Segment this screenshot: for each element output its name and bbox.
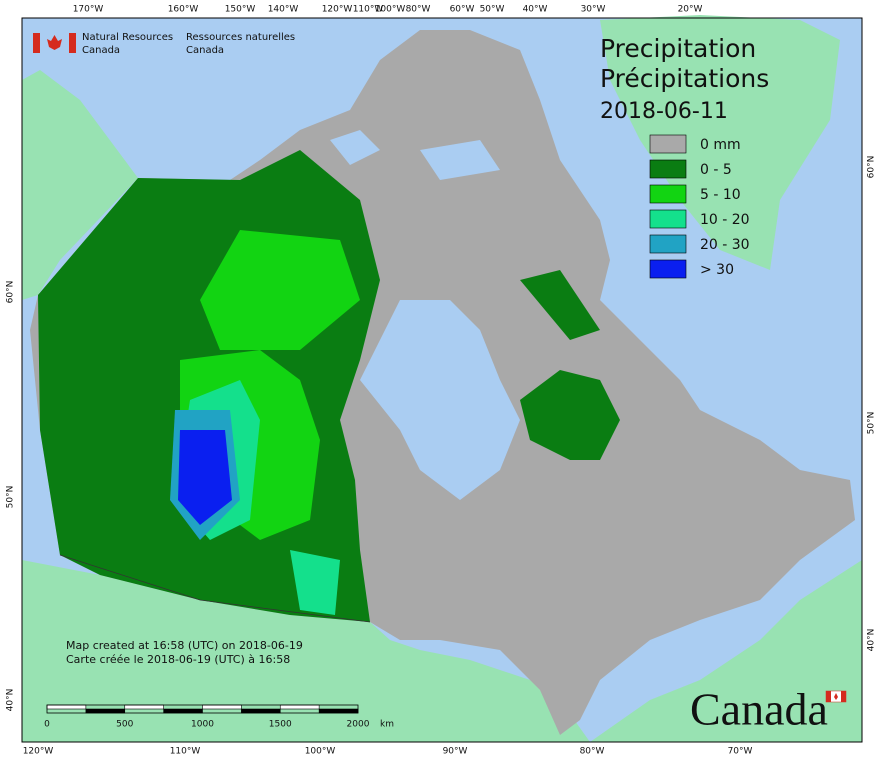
- legend-label: > 30: [700, 262, 734, 278]
- border: [59, 554, 371, 623]
- wordmark: Canada: [690, 684, 828, 735]
- channel: [330, 130, 380, 165]
- longitude-label: 90°W: [443, 747, 468, 757]
- scale-bar: 0 500 1000 1500 2000 km: [44, 704, 394, 730]
- wordmark-flag: [834, 693, 838, 700]
- longitude-label: 30°W: [581, 5, 606, 15]
- scale-outline: [46, 704, 359, 714]
- latitude-label: 50°N: [6, 486, 16, 509]
- legend-swatch: [649, 209, 687, 229]
- scale-label: 1500: [269, 720, 292, 730]
- longitude-label: 40°W: [523, 5, 548, 15]
- precip-zone: [200, 230, 360, 350]
- alaska: [22, 70, 138, 300]
- legend-swatch: [649, 159, 687, 179]
- header-text: Canada: [82, 45, 120, 56]
- frame: [21, 17, 863, 743]
- scale-label: 2000: [347, 720, 370, 730]
- maple-leaf: [47, 35, 62, 50]
- longitude-label: 100°W: [305, 747, 336, 757]
- longitude-label: 150°W: [225, 5, 256, 15]
- longitude-label: 140°W: [268, 5, 299, 15]
- latitude-label: 50°N: [867, 412, 877, 435]
- footer-note: Map created at 16:58 (UTC) on 2018-06-19: [66, 639, 303, 652]
- scale-segment: [279, 704, 320, 710]
- longitude-label: 120°W: [322, 5, 353, 15]
- channel: [420, 140, 500, 180]
- scale-segment: [202, 704, 242, 710]
- longitude-label: 100°W: [375, 5, 406, 15]
- longitude-label: 110°W: [353, 5, 384, 15]
- longitude-label: 80°W: [406, 5, 431, 15]
- header: Natural Resources Canada Ressources natu…: [33, 32, 295, 56]
- longitude-label: 170°W: [73, 5, 104, 15]
- header-text: Canada: [186, 45, 224, 56]
- title: Precipitation: [600, 34, 756, 63]
- legend-swatch: [649, 184, 687, 204]
- precip-zone: [520, 370, 620, 460]
- longitude-label: 20°W: [678, 5, 703, 15]
- longitude-label: 50°W: [480, 5, 505, 15]
- latitude-label: 60°N: [6, 281, 16, 304]
- scale-unit: km: [380, 720, 394, 730]
- legend-label: 5 - 10: [700, 187, 741, 203]
- scale-segment: [124, 704, 164, 710]
- flag-bar: [33, 33, 40, 53]
- header-text: Natural Resources: [82, 32, 173, 43]
- usa-east: [590, 560, 862, 742]
- latitude-label: 40°N: [6, 689, 16, 712]
- legend-label: 0 - 5: [700, 162, 732, 178]
- map-frame: [21, 15, 863, 743]
- scale-segment: [85, 708, 126, 714]
- scale-segment: [318, 708, 359, 714]
- greenland: [600, 15, 840, 270]
- header-text: Ressources naturelles: [186, 32, 295, 43]
- latitude-label: 40°N: [867, 629, 877, 652]
- legend-label: 10 - 20: [700, 212, 750, 228]
- longitude-label: 60°W: [450, 5, 475, 15]
- scale-label: 500: [116, 720, 133, 730]
- wordmark-flag: [841, 691, 846, 702]
- title: Précipitations: [600, 64, 769, 93]
- latitude-label: 60°N: [867, 156, 877, 179]
- scale-segment: [46, 704, 87, 710]
- precip-zone: [290, 550, 340, 615]
- legend-swatch: [649, 234, 687, 254]
- scale-label: 1000: [191, 720, 214, 730]
- scale-segment: [241, 708, 281, 714]
- longitude-label: 120°W: [23, 747, 54, 757]
- legend-swatch: [649, 134, 687, 154]
- legend: 0 mm 0 - 5 5 - 10 10 - 20 20 - 30 > 30: [649, 134, 750, 279]
- legend-label: 20 - 30: [700, 237, 750, 253]
- legend-swatch: [649, 259, 687, 279]
- legend-label: 0 mm: [700, 137, 741, 153]
- scale-segment: [163, 708, 203, 714]
- longitude-label: 160°W: [168, 5, 199, 15]
- longitude-label: 80°W: [580, 747, 605, 757]
- longitude-label: 110°W: [170, 747, 201, 757]
- date: 2018-06-11: [600, 99, 728, 124]
- hudson-bay: [360, 300, 520, 500]
- longitude-label: 70°W: [728, 747, 753, 757]
- usa-west: [22, 560, 590, 742]
- scale-label: 0: [44, 720, 50, 730]
- precip-zone: [178, 430, 232, 525]
- precip-zone: [520, 270, 600, 340]
- footer-note: Carte créée le 2018-06-19 (UTC) à 16:58: [66, 653, 290, 666]
- wordmark-flag: [826, 691, 831, 702]
- flag-bar: [69, 33, 76, 53]
